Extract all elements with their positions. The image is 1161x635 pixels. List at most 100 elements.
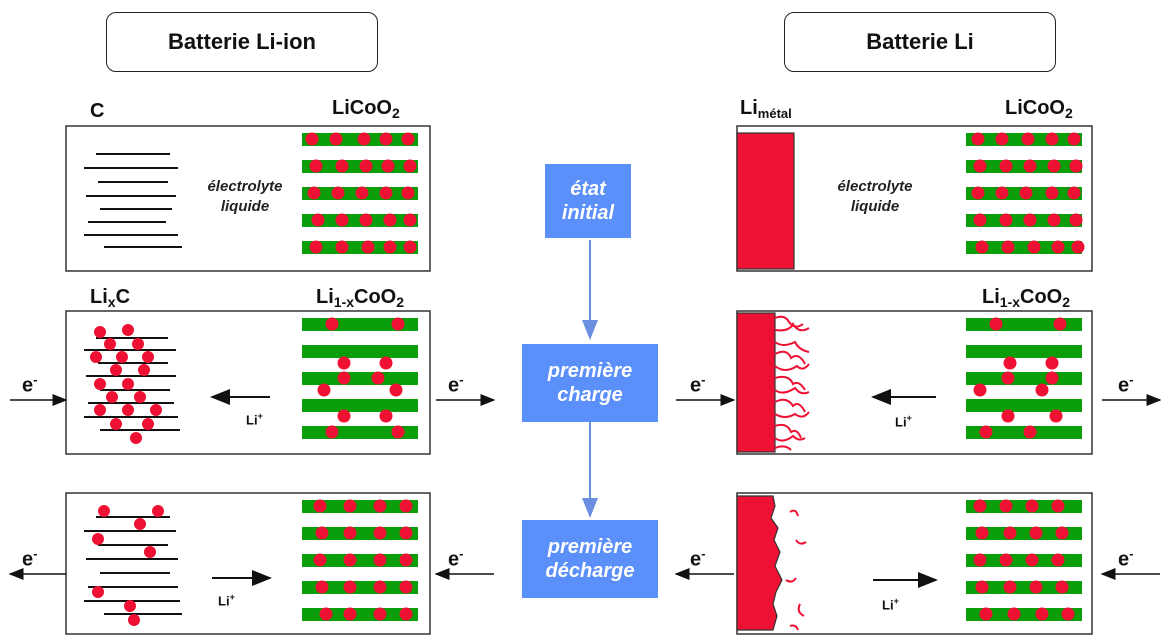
li-ion-dot xyxy=(1047,159,1061,173)
cathode-layer xyxy=(302,399,418,412)
cathode-layer xyxy=(302,345,418,358)
li-ion-dot xyxy=(1003,526,1017,540)
li-ion-dot xyxy=(973,499,987,513)
li1x-right-label: Li1-xCoO2 xyxy=(982,286,1070,310)
li-ion-dot xyxy=(399,607,413,621)
li-ion-dot xyxy=(999,499,1013,513)
li-ion-dot xyxy=(309,240,323,254)
step-charge-line1: première xyxy=(547,360,633,382)
li-ion-dot xyxy=(311,213,325,227)
li-ion-dot xyxy=(401,186,415,200)
li-ion-dot xyxy=(403,240,417,254)
cathode-layer xyxy=(302,372,418,385)
electrolyte-left-line2: liquide xyxy=(220,198,270,215)
li-ion-dot xyxy=(373,580,387,594)
electron-3-e: e xyxy=(690,374,702,397)
li-ion-dot xyxy=(1069,213,1083,227)
electron-7-e: e xyxy=(690,548,702,571)
licoo2-left-label: LiCoO2 xyxy=(332,97,400,121)
cathode-layer xyxy=(966,608,1082,621)
li-ion-dot xyxy=(391,317,405,331)
electron-label-7: e- xyxy=(690,546,705,572)
li-ion-dot xyxy=(325,317,339,331)
li-ion-dot xyxy=(1067,186,1081,200)
electron-5-sup: - xyxy=(33,546,38,561)
li-ion-dot xyxy=(1045,371,1059,385)
electron-8-e: e xyxy=(1118,548,1130,571)
li-ion-dot xyxy=(335,213,349,227)
li-ion-dot xyxy=(383,213,397,227)
li-ion-dot xyxy=(1071,240,1085,254)
licoo2-right-sub: 2 xyxy=(1065,105,1073,121)
li-ion-dot xyxy=(971,186,985,200)
li-ion-label-1: Li+ xyxy=(246,411,263,427)
electron-label-5: e- xyxy=(22,546,37,572)
li1x-right-sub2: 2 xyxy=(1062,294,1071,310)
li-ion-label-4: Li+ xyxy=(882,596,899,612)
li-ion-dot xyxy=(307,186,321,200)
electrolyte-right-line2: liquide xyxy=(850,198,900,215)
li-battery-title: Batterie Li xyxy=(784,12,1056,72)
cathode-layer xyxy=(302,500,418,513)
li-ion-dot xyxy=(331,186,345,200)
li1x-right-co: CoO xyxy=(1020,286,1063,308)
li-ion-dot xyxy=(1047,213,1061,227)
lithium-metal-charge xyxy=(736,312,776,453)
cathode-layer xyxy=(302,554,418,567)
li-ion-dot xyxy=(337,409,351,423)
li-ion-dot xyxy=(389,383,403,397)
li-ion-dot xyxy=(1035,607,1049,621)
step-initial-state: état initial xyxy=(545,164,631,238)
electrolyte-left-line1: électrolyte xyxy=(207,178,283,195)
li1x-right-main: Li xyxy=(982,286,1000,308)
li-ion-dot xyxy=(381,159,395,173)
li-ion-dot xyxy=(1049,409,1063,423)
residual-li-ions xyxy=(92,505,164,626)
graphite-layers-initial xyxy=(84,153,182,248)
li-ion-dot xyxy=(335,240,349,254)
graphite-layers-charge xyxy=(84,337,180,431)
licoo2-left-sub: 2 xyxy=(392,105,400,121)
li-ion-dot xyxy=(317,383,331,397)
li1x-left-main: Li xyxy=(316,286,334,308)
step-initial-line2: initial xyxy=(561,202,615,224)
li-ion-dot xyxy=(337,371,351,385)
dead-lithium xyxy=(785,509,807,631)
limetal-sub: métal xyxy=(757,106,792,121)
electron-label-6: e- xyxy=(448,546,463,572)
li-ion-dot xyxy=(999,553,1013,567)
li-ion-dot xyxy=(1019,186,1033,200)
li-ion-dot xyxy=(359,159,373,173)
li-ion-dot xyxy=(1045,356,1059,370)
li-ion-3-text: Li xyxy=(895,414,907,430)
lixc-end: C xyxy=(115,286,131,308)
li-ion-dot xyxy=(343,553,357,567)
li-ion-dot xyxy=(1029,526,1043,540)
li-ion-dot xyxy=(1045,186,1059,200)
li-ion-dot xyxy=(343,580,357,594)
li-ion-dot xyxy=(995,186,1009,200)
li-ion-dot xyxy=(403,159,417,173)
li-ion-dot xyxy=(973,159,987,173)
li-ion-dot xyxy=(315,526,329,540)
li-ion-dot xyxy=(1001,371,1015,385)
li-ion-dot xyxy=(1051,240,1065,254)
li-ion-dot xyxy=(1055,580,1069,594)
electrolyte-right: électrolyte liquide xyxy=(815,177,935,217)
li-ion-dot xyxy=(359,213,373,227)
li-ion-dot xyxy=(999,213,1013,227)
li-battery-title-text: Batterie Li xyxy=(866,29,974,54)
lithium-dendrites xyxy=(774,315,810,451)
li-ion-dot xyxy=(373,553,387,567)
cathode-layer xyxy=(966,399,1082,412)
electron-label-3: e- xyxy=(690,372,705,398)
cathode-layer xyxy=(966,372,1082,385)
step-initial-line1: état xyxy=(570,178,606,200)
step-charge-line2: charge xyxy=(557,384,623,406)
electron-3-sup: - xyxy=(701,372,706,387)
li-ion-dot xyxy=(357,132,371,146)
li-ion-dot xyxy=(1003,580,1017,594)
li-ion-dot xyxy=(399,499,413,513)
limetal-main: Li xyxy=(740,97,758,119)
